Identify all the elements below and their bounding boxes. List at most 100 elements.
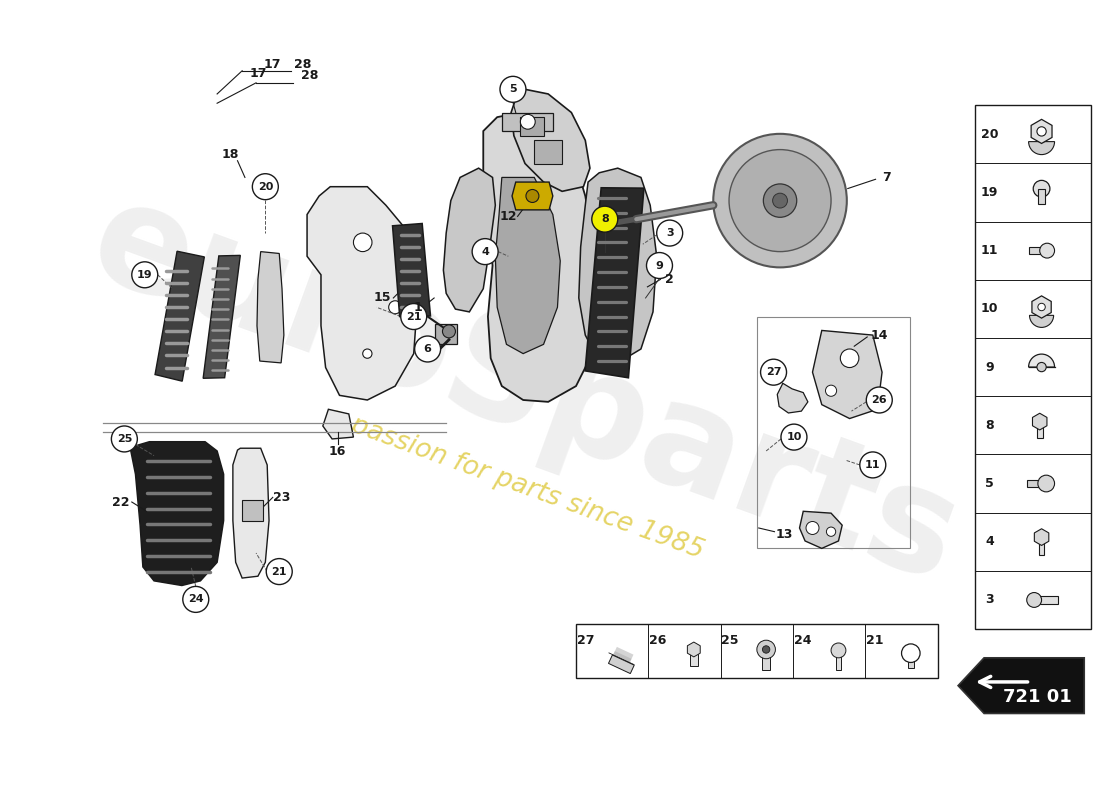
Circle shape <box>183 586 209 612</box>
Text: 12: 12 <box>499 210 517 223</box>
Circle shape <box>472 238 498 265</box>
Polygon shape <box>204 255 240 378</box>
Text: 8: 8 <box>986 418 994 432</box>
Circle shape <box>757 640 776 658</box>
Circle shape <box>729 150 832 252</box>
Polygon shape <box>512 182 553 210</box>
Text: 13: 13 <box>776 528 793 541</box>
Text: 25: 25 <box>117 434 132 444</box>
Text: 4: 4 <box>481 246 490 257</box>
Text: 10: 10 <box>786 432 802 442</box>
Bar <box>520 117 543 136</box>
Text: 20: 20 <box>257 182 273 192</box>
Circle shape <box>415 336 441 362</box>
Polygon shape <box>393 223 430 317</box>
Text: 21: 21 <box>866 634 883 646</box>
Circle shape <box>826 527 836 536</box>
Circle shape <box>526 190 539 202</box>
Bar <box>1037 422 1043 438</box>
Text: 8: 8 <box>601 214 608 224</box>
Circle shape <box>1033 180 1049 197</box>
Text: 24: 24 <box>188 594 204 604</box>
Text: 11: 11 <box>865 460 880 470</box>
Text: 27: 27 <box>576 634 594 646</box>
Circle shape <box>860 452 886 478</box>
Text: a passion for parts since 1985: a passion for parts since 1985 <box>324 403 707 564</box>
Circle shape <box>762 646 770 653</box>
Text: 11: 11 <box>981 244 999 257</box>
Bar <box>762 650 770 670</box>
Polygon shape <box>483 113 600 402</box>
Bar <box>434 324 458 344</box>
Bar <box>535 140 562 163</box>
Circle shape <box>781 424 807 450</box>
Polygon shape <box>257 252 284 363</box>
Circle shape <box>1038 475 1055 492</box>
Text: 19: 19 <box>138 270 153 280</box>
Text: 1: 1 <box>414 301 422 314</box>
Circle shape <box>867 387 892 413</box>
Circle shape <box>657 220 683 246</box>
Circle shape <box>713 134 847 267</box>
Circle shape <box>840 349 859 367</box>
Bar <box>908 653 914 668</box>
Polygon shape <box>155 251 205 381</box>
Text: 3: 3 <box>986 594 994 606</box>
Text: 19: 19 <box>981 186 999 199</box>
Bar <box>690 650 697 666</box>
Text: 17: 17 <box>250 67 266 80</box>
Circle shape <box>763 184 796 218</box>
Text: 28: 28 <box>294 58 311 70</box>
Text: 16: 16 <box>329 445 346 458</box>
Wedge shape <box>1028 354 1055 367</box>
Polygon shape <box>512 90 590 191</box>
Bar <box>1038 537 1044 554</box>
Circle shape <box>902 644 920 662</box>
Text: 4: 4 <box>986 535 994 548</box>
Circle shape <box>353 233 372 252</box>
Text: 7: 7 <box>882 171 891 184</box>
Circle shape <box>760 359 786 385</box>
Polygon shape <box>322 410 353 439</box>
Circle shape <box>500 76 526 102</box>
Text: 15: 15 <box>373 291 390 305</box>
Polygon shape <box>813 330 882 418</box>
Bar <box>975 105 1091 629</box>
Circle shape <box>266 558 293 585</box>
Text: 22: 22 <box>112 495 130 509</box>
Circle shape <box>647 253 672 278</box>
Text: 20: 20 <box>981 128 999 141</box>
Circle shape <box>1037 126 1046 136</box>
Text: 23: 23 <box>273 491 290 504</box>
Text: 6: 6 <box>424 344 431 354</box>
Text: 26: 26 <box>649 634 667 646</box>
Circle shape <box>772 193 788 208</box>
FancyArrowPatch shape <box>608 653 634 665</box>
Circle shape <box>520 114 536 129</box>
Text: 2: 2 <box>666 273 674 286</box>
Bar <box>836 650 842 670</box>
Bar <box>1028 247 1044 254</box>
Circle shape <box>832 643 846 658</box>
Circle shape <box>1037 362 1046 372</box>
Bar <box>757 317 910 548</box>
Circle shape <box>592 206 618 232</box>
Polygon shape <box>495 178 560 354</box>
Text: 28: 28 <box>301 69 319 82</box>
Bar <box>502 113 553 131</box>
Circle shape <box>825 385 837 396</box>
Text: 21: 21 <box>406 311 421 322</box>
Text: 14: 14 <box>870 329 888 342</box>
Polygon shape <box>579 168 657 363</box>
Bar <box>242 500 263 521</box>
Bar <box>608 655 635 674</box>
Bar <box>1038 189 1045 203</box>
Polygon shape <box>307 186 418 400</box>
Circle shape <box>132 262 157 288</box>
Polygon shape <box>778 383 807 413</box>
Text: 9: 9 <box>656 261 663 270</box>
Polygon shape <box>585 188 644 378</box>
Circle shape <box>806 522 820 534</box>
Circle shape <box>1040 243 1055 258</box>
Circle shape <box>1038 303 1045 310</box>
